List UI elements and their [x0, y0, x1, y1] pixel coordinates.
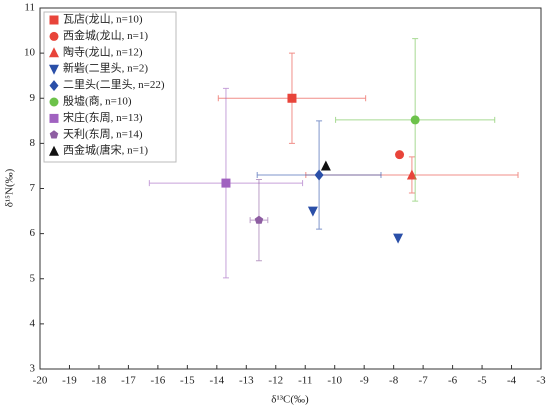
point: [254, 215, 264, 224]
x-tick-label: -3: [536, 375, 546, 387]
y-tick-label: 11: [24, 2, 35, 14]
legend-label: 瓦店(龙山, n=10): [63, 12, 143, 26]
point: [221, 178, 231, 188]
y-tick-label: 5: [30, 272, 36, 284]
y-tick-label: 4: [30, 317, 36, 329]
x-tick-label: -7: [419, 375, 429, 387]
point: [307, 206, 318, 217]
legend-marker: [49, 15, 59, 25]
x-tick-label: -6: [448, 375, 458, 387]
x-tick-label: -17: [121, 375, 136, 387]
y-tick-label: 8: [30, 137, 36, 149]
x-tick-label: -4: [507, 375, 517, 387]
x-tick-label: -18: [92, 375, 107, 387]
point: [314, 169, 324, 181]
x-tick-label: -11: [298, 375, 312, 387]
legend-label: 西金城(唐宋, n=1): [63, 143, 148, 157]
legend-marker: [49, 113, 59, 123]
legend-label: 二里头(二里头, n=22): [63, 78, 165, 91]
point: [287, 93, 297, 103]
x-tick-label: -5: [477, 375, 487, 387]
y-tick-label: 10: [24, 47, 36, 59]
y-tick-label: 9: [30, 92, 36, 104]
legend-label: 新砦(二里头, n=2): [63, 61, 148, 75]
legend-marker: [49, 31, 59, 41]
x-tick-label: -13: [239, 375, 254, 387]
x-tick-label: -19: [62, 375, 77, 387]
point: [395, 150, 405, 160]
legend-marker: [49, 80, 59, 92]
point: [393, 233, 404, 244]
x-tick-label: -10: [327, 375, 342, 387]
x-tick-label: -14: [209, 375, 224, 387]
legend-box: [43, 11, 177, 163]
x-tick-label: -16: [151, 375, 166, 387]
point: [406, 169, 417, 180]
legend-marker: [49, 130, 59, 139]
legend-label: 宋庄(东周, n=13): [63, 110, 143, 124]
x-tick-label: -20: [33, 375, 48, 387]
y-axis-label: δ¹⁵N(‰): [4, 168, 16, 207]
legend-marker: [49, 47, 59, 58]
x-tick-label: -12: [268, 375, 283, 387]
legend-marker: [49, 64, 59, 75]
x-tick-label: -9: [360, 375, 370, 387]
point: [320, 160, 331, 171]
legend-marker: [49, 97, 59, 107]
legend-label: 西金城(龙山, n=1): [63, 28, 148, 42]
point: [410, 115, 420, 125]
legend-marker: [49, 145, 59, 156]
x-tick-label: -15: [180, 375, 195, 387]
legend-label: 天利(东周, n=14): [63, 127, 143, 140]
legend-label: 殷墟(商, n=10): [63, 94, 132, 108]
x-tick-label: -8: [389, 375, 399, 387]
x-axis-label: δ¹³C(‰): [271, 394, 309, 406]
y-tick-label: 6: [30, 227, 36, 239]
y-tick-label: 7: [30, 182, 36, 194]
y-tick-label: 3: [30, 363, 36, 375]
legend-label: 陶寺(龙山, n=12): [63, 44, 143, 58]
